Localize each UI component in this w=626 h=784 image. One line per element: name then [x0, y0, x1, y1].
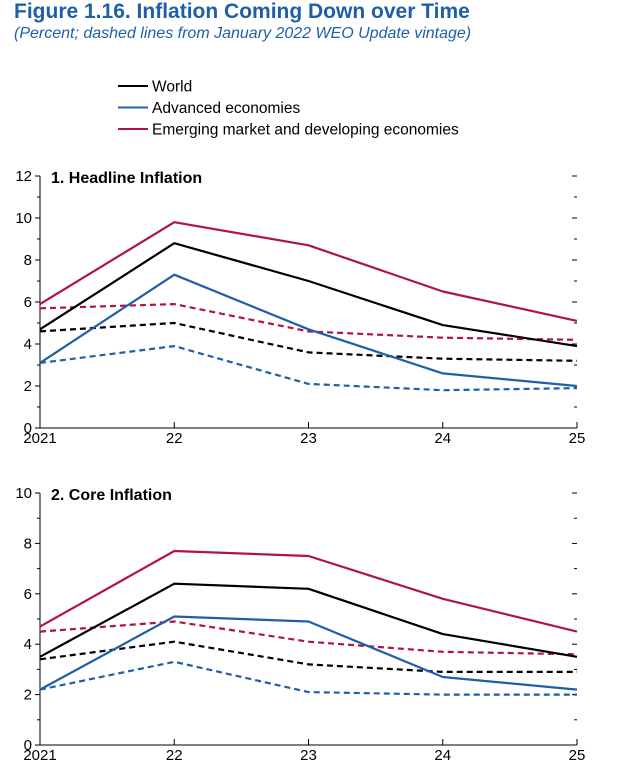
- series-line-world-dashed: [39, 640, 577, 674]
- legend: World Advanced economies Emerging market a…: [118, 79, 459, 139]
- legend-label-world: World: [152, 79, 192, 96]
- series-line-advanced-solid: [39, 615, 578, 691]
- series-line-world-solid: [39, 242, 578, 348]
- legend-label-advanced: Advanced economies: [152, 100, 300, 117]
- series-line-advanced-solid: [39, 273, 578, 388]
- series-line-emerging-dashed: [39, 303, 578, 341]
- y-tick-label: 4: [24, 336, 32, 353]
- y-tick-label: 12: [15, 168, 32, 185]
- series-line-advanced-dashed: [39, 660, 577, 696]
- x-tick-label: 2021: [23, 747, 56, 764]
- series-line-advanced-dashed: [39, 345, 578, 392]
- x-tick-label: 22: [166, 747, 183, 764]
- series-line-world-dashed: [39, 321, 578, 362]
- x-tick-label: 24: [434, 747, 451, 764]
- series-line-world-solid: [39, 582, 578, 658]
- x-tick-label: 22: [166, 430, 183, 447]
- y-tick-label: 4: [24, 636, 32, 653]
- y-tick-label: 2: [24, 378, 32, 395]
- series-line-emerging-solid: [39, 221, 578, 322]
- y-tick-label: 8: [24, 252, 32, 269]
- x-tick-label: 25: [569, 430, 586, 447]
- y-tick-label: 10: [15, 210, 32, 227]
- x-tick-label: 23: [300, 747, 317, 764]
- y-tick-label: 2: [24, 687, 32, 704]
- y-tick-label: 0: [24, 737, 32, 754]
- y-tick-label: 6: [24, 294, 32, 311]
- y-tick-label: 10: [15, 485, 32, 502]
- y-tick-label: 8: [24, 535, 32, 552]
- series-line-emerging-solid: [39, 549, 578, 633]
- legend-label-emerging: Emerging market and developing economies: [152, 122, 459, 139]
- panel-title: 2. Core Inflation: [51, 487, 172, 504]
- figure-title: Figure 1.16. Inflation Coming Down over …: [14, 0, 470, 23]
- series-line-emerging-dashed: [39, 620, 578, 656]
- panel-title: 1. Headline Inflation: [51, 170, 202, 187]
- x-tick-label: 23: [300, 430, 317, 447]
- y-tick-label: 6: [24, 586, 32, 603]
- x-tick-label: 25: [569, 747, 586, 764]
- x-tick-label: 2021: [23, 430, 56, 447]
- y-tick-label: 0: [24, 420, 32, 437]
- x-tick-label: 24: [434, 430, 451, 447]
- figure-subtitle: (Percent; dashed lines from January 2022…: [14, 25, 472, 42]
